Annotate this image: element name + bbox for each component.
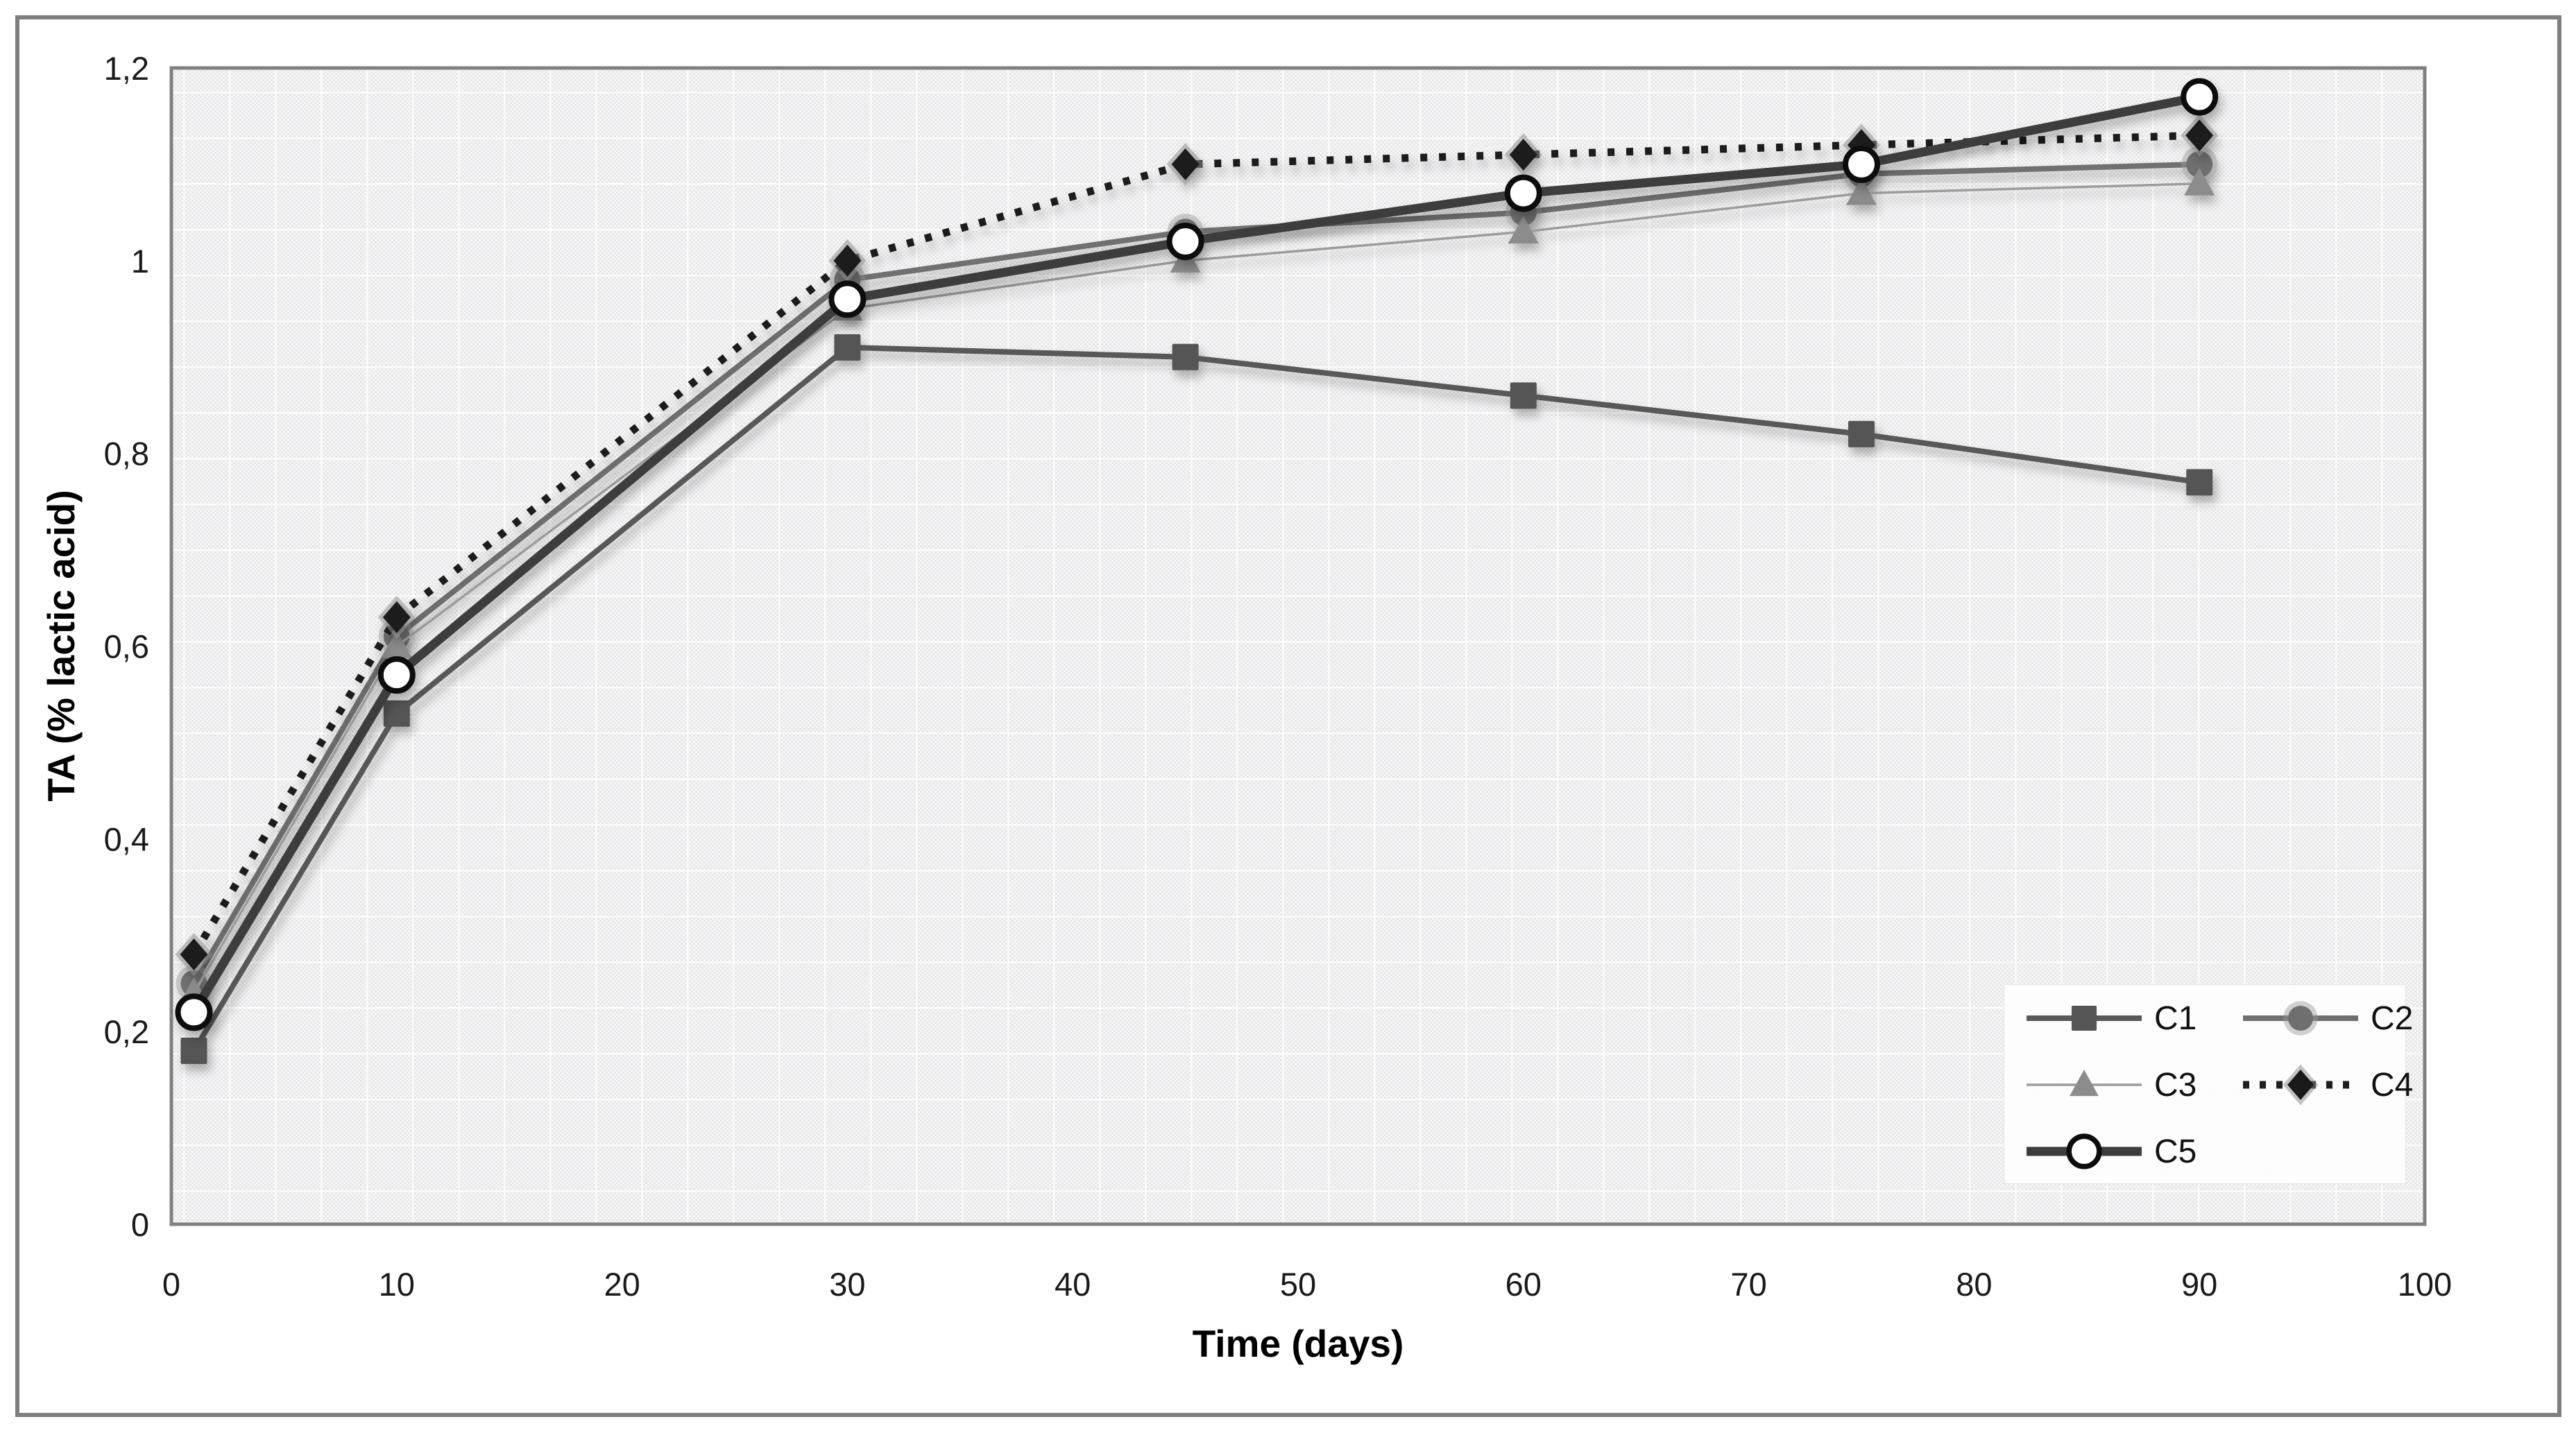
marker-square <box>2186 469 2213 496</box>
legend-label-c3: C3 <box>2154 1066 2197 1104</box>
legend-swatch-c1 <box>2027 1005 2142 1031</box>
marker-circle <box>2186 151 2213 178</box>
legend-item-c3: C3 <box>2025 1063 2242 1107</box>
marker-open-circle <box>377 656 416 694</box>
series-C4 <box>175 114 2219 977</box>
x-tick-label: 10 <box>379 1266 415 1303</box>
marker-square <box>1172 343 1199 370</box>
marker-open-circle <box>828 280 867 318</box>
series-C1 <box>180 334 2213 1064</box>
marker-triangle <box>2070 1070 2099 1097</box>
x-axis-title: Time (days) <box>1192 1322 1404 1365</box>
legend: C1 C2 C3 C4 C5 <box>2004 984 2413 1184</box>
legend-item-c4: C4 <box>2242 1063 2413 1107</box>
marker-diamond <box>180 938 208 971</box>
marker-diamond <box>1509 139 1537 171</box>
x-tick-label: 60 <box>1505 1266 1542 1303</box>
x-tick-label: 50 <box>1280 1266 1316 1303</box>
legend-label-c2: C2 <box>2371 999 2414 1037</box>
y-tick-label: 0,4 <box>104 821 149 857</box>
marker-diamond <box>382 601 411 633</box>
legend-item-c1: C1 <box>2025 996 2242 1040</box>
x-tick-label: 70 <box>1730 1266 1766 1303</box>
legend-label-c5: C5 <box>2154 1133 2197 1170</box>
y-tick-label: 0 <box>131 1206 149 1243</box>
x-tick-label: 30 <box>829 1266 865 1303</box>
marker-open-circle <box>1504 174 1542 212</box>
marker-square <box>383 700 410 727</box>
marker-square <box>180 1037 207 1064</box>
marker-diamond <box>1171 148 1200 180</box>
marker-square <box>2071 1005 2097 1031</box>
marker-triangle <box>381 630 412 658</box>
x-tick-label: 0 <box>162 1266 180 1303</box>
marker-open-circle <box>2181 78 2219 116</box>
marker-square <box>1510 382 1537 409</box>
x-tick-label: 20 <box>604 1266 640 1303</box>
x-tick-label: 40 <box>1055 1266 1091 1303</box>
marker-triangle <box>1846 177 1877 205</box>
y-tick-label: 0,8 <box>104 436 149 472</box>
marker-open-circle <box>175 993 213 1031</box>
marker-open-circle <box>1843 145 1880 183</box>
legend-swatch-c5 <box>2027 1133 2142 1169</box>
marker-open-circle <box>1166 223 1204 261</box>
marker-diamond <box>2185 119 2214 152</box>
marker-circle <box>2287 1005 2314 1031</box>
marker-square <box>834 334 861 361</box>
marker-open-circle <box>2066 1133 2102 1169</box>
x-tick-label: 90 <box>2181 1266 2217 1303</box>
x-tick-label: 80 <box>1956 1266 1992 1303</box>
legend-label-c4: C4 <box>2371 1066 2414 1104</box>
legend-swatch-c3 <box>2027 1070 2142 1097</box>
marker-diamond <box>833 244 862 277</box>
legend-item-c5: C5 <box>2025 1129 2242 1174</box>
marker-square <box>1848 420 1875 447</box>
y-axis-title: TA (% lactic acid) <box>40 490 83 802</box>
legend-swatch-c4 <box>2243 1064 2358 1106</box>
y-tick-label: 0,6 <box>104 628 149 665</box>
legend-swatch-c2 <box>2243 1001 2358 1036</box>
x-tick-label: 100 <box>2398 1266 2452 1303</box>
legend-label-c1: C1 <box>2154 999 2197 1037</box>
series-C5 <box>175 78 2219 1031</box>
legend-item-c2: C2 <box>2242 996 2413 1040</box>
y-tick-label: 1,2 <box>104 50 149 87</box>
marker-triangle <box>1508 216 1539 244</box>
y-tick-label: 1 <box>131 243 149 280</box>
y-tick-label: 0,2 <box>104 1013 149 1050</box>
marker-triangle <box>2184 167 2215 196</box>
marker-diamond <box>2287 1070 2314 1100</box>
plot-area-border <box>169 66 2427 1226</box>
